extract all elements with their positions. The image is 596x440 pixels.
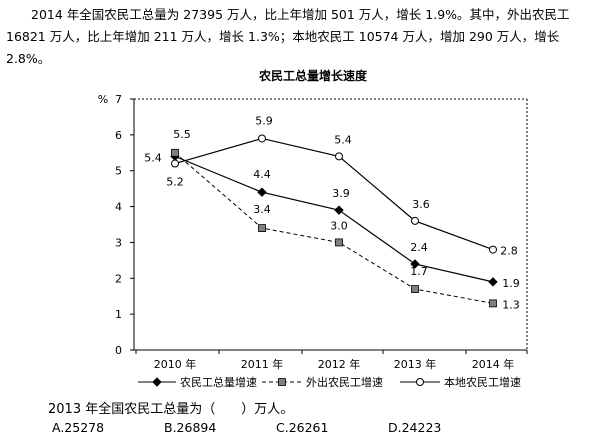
y-tick-label: 0 [115,344,122,357]
data-label: 5.4 [144,151,162,164]
chart-axes: 0 1 2 3 4 5 6 7 2010 年 2011 年 2012 年 2013 年 2014 年 [115,93,528,371]
y-tick-label: 5 [115,165,122,178]
x-tick-label: 2013 年 [394,357,437,371]
data-label: 1.3 [502,298,520,311]
data-label: 4.4 [253,168,271,181]
x-tick-label: 2010 年 [154,357,197,371]
option-a[interactable]: A.25278 [52,420,105,435]
y-axis-unit: % [98,93,108,106]
data-point-circle [411,216,419,225]
legend-label: 外出农民工增速 [306,375,383,389]
y-tick-label: 7 [115,93,122,106]
data-label: 3.9 [332,187,350,200]
data-label: 2.8 [500,245,518,258]
legend-label: 农民工总量增速 [180,375,257,389]
option-b[interactable]: B.26894 [164,420,217,435]
legend-marker-diamond [152,377,162,387]
data-label: 1.9 [502,277,520,290]
y-tick-label: 6 [115,129,122,142]
option-c[interactable]: C.26261 [276,420,329,435]
data-point-square [258,224,266,232]
data-point-diamond [410,259,420,269]
y-tick-label: 4 [115,201,122,214]
data-point-circle [258,134,266,143]
chart-data-labels: 5.4 4.4 3.9 2.4 1.9 5.5 3.4 3.0 1.7 1.3 5.2 5.9 5.4 3… [144,114,520,311]
option-d[interactable]: D.24223 [388,420,442,435]
x-tick-label: 2011 年 [241,357,284,371]
intro-paragraph: 2014 年全国农民工总量为 27395 万人，比上年增加 501 万人，增长 … [6,7,570,66]
data-label: 3.6 [412,198,430,211]
data-point-circle [335,152,343,161]
data-label: 5.9 [255,114,273,127]
data-point-square [335,238,343,247]
chart-series [170,134,498,308]
data-label: 5.5 [173,128,191,141]
data-point-circle [489,245,497,254]
data-point-diamond [257,187,267,197]
data-point-diamond [488,277,498,287]
chart-title: 农民工总量增长速度 [258,68,368,83]
legend-label: 本地农民工增速 [444,375,521,389]
data-label: 2.4 [410,241,428,254]
data-label: 1.7 [410,265,428,278]
x-tick-label: 2014 年 [472,357,515,371]
question-text: 2013 年全国农民工总量为（ ）万人。 [48,402,294,417]
legend-marker-square [278,378,286,386]
data-point-square [489,299,497,308]
chart-legend: 农民工总量增速 外出农民工增速 本地农民工增速 [138,375,521,389]
y-tick-label: 2 [115,272,122,285]
data-point-square [411,285,419,293]
x-tick-label: 2012 年 [318,357,361,371]
data-label: 5.2 [166,176,184,189]
legend-marker-circle [416,378,424,386]
data-label: 3.4 [253,203,271,216]
series-line-square [174,152,494,304]
y-tick-label: 1 [115,308,122,321]
data-point-diamond [334,205,344,215]
data-label: 5.4 [334,133,352,146]
growth-line-chart: 农民工总量增长速度 % 0 1 2 3 4 5 6 7 2010 年 2011 年 2012 年 20… [98,68,528,389]
y-tick-label: 3 [115,236,122,249]
data-label: 3.0 [330,219,348,232]
data-point-square [171,148,179,157]
data-point-circle [171,159,179,168]
